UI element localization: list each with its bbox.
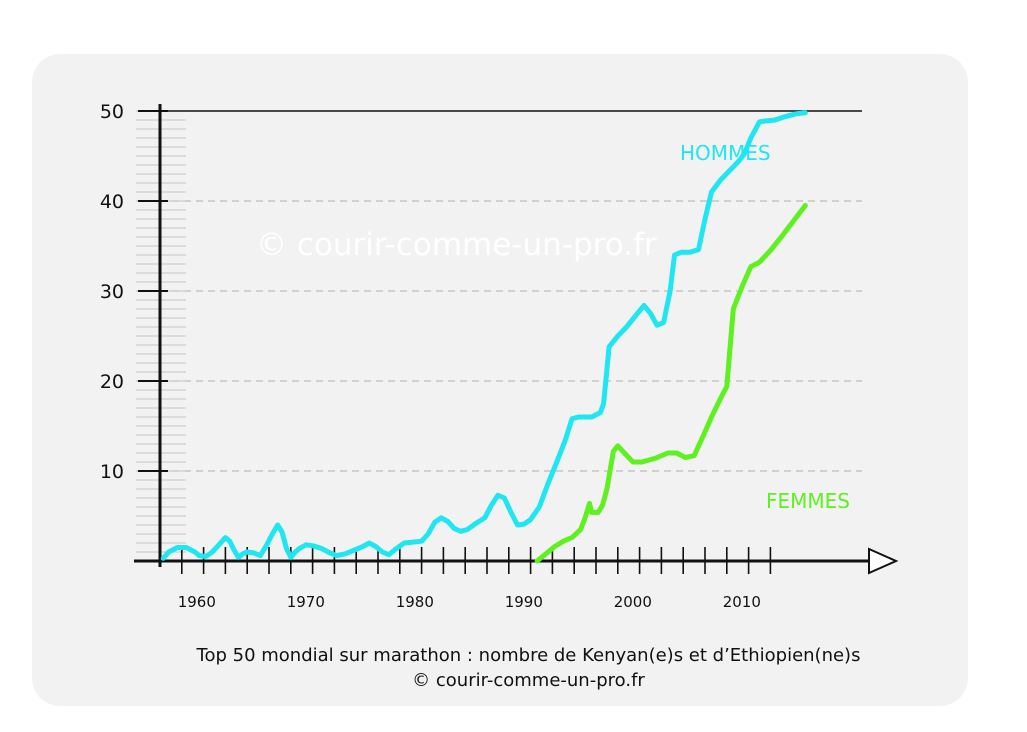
x-tick-label-1990: 1990 (505, 593, 543, 611)
series-line-hommes (160, 110, 808, 561)
watermark-text: © courir-comme-un-pro.fr (256, 227, 657, 263)
y-tick-label-40: 40 (100, 191, 124, 213)
chart-caption: Top 50 mondial sur marathon : nombre de … (196, 645, 861, 666)
grid-lines (160, 200, 862, 472)
series-labels: HOMMES FEMMES (680, 141, 850, 513)
series-label-hommes: HOMMES (680, 141, 771, 165)
chart-card (32, 54, 968, 706)
x-tick-label-2000: 2000 (614, 593, 652, 611)
y-tick-labels: 10 20 30 40 50 (100, 101, 124, 483)
y-tick-label-30: 30 (100, 281, 124, 303)
axes (134, 104, 899, 575)
series-lines (160, 110, 808, 564)
x-tick-label-1970: 1970 (287, 593, 325, 611)
y-tick-label-20: 20 (100, 371, 124, 393)
series-label-femmes: FEMMES (766, 489, 850, 513)
chart-credit: © courir-comme-un-pro.fr (412, 670, 645, 691)
series-line-femmes (534, 203, 808, 564)
y-tick-label-10: 10 (100, 461, 124, 483)
x-tick-labels: 1960 1970 1980 1990 2000 2010 (178, 593, 761, 611)
x-axis-arrow (868, 547, 899, 575)
y-tick-label-50: 50 (100, 101, 124, 123)
x-tick-label-1960: 1960 (178, 593, 216, 611)
x-tick-label-2010: 2010 (723, 593, 761, 611)
x-tick-label-1980: 1980 (396, 593, 434, 611)
